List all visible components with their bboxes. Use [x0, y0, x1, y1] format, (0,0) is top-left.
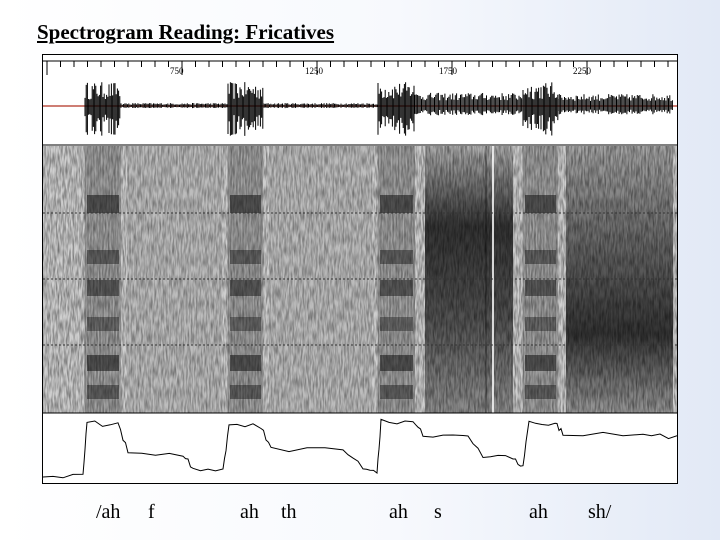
segment-label: ah	[529, 501, 548, 523]
time-axis: 750 1250 1750 2250	[43, 60, 677, 76]
segment-label: th	[281, 501, 297, 523]
time-tick-label: 2250	[573, 66, 592, 76]
time-tick-label: 1750	[439, 66, 458, 76]
segment-label: /ah	[96, 501, 121, 523]
tick-marks	[46, 61, 669, 75]
energy-panel	[43, 418, 677, 479]
spectrogram-grid	[43, 212, 677, 346]
segment-label: s	[434, 501, 442, 523]
waveform-trace	[84, 82, 673, 136]
segment-label: sh/	[588, 501, 612, 523]
energy-contour	[43, 418, 677, 479]
spectrogram-panel	[43, 146, 677, 413]
slide-title: Spectrogram Reading: Fricatives	[37, 20, 335, 44]
spectrogram-figure: 750 1250 1750 2250	[42, 54, 678, 484]
segment-label: ah	[389, 501, 408, 523]
segment-label: ah	[240, 501, 259, 523]
segment-label: f	[148, 501, 155, 523]
spectrogram-svg: 750 1250 1750 2250	[43, 60, 677, 479]
waveform-panel	[43, 82, 677, 136]
time-tick-label: 750	[170, 66, 184, 76]
time-tick-label: 1250	[305, 66, 324, 76]
